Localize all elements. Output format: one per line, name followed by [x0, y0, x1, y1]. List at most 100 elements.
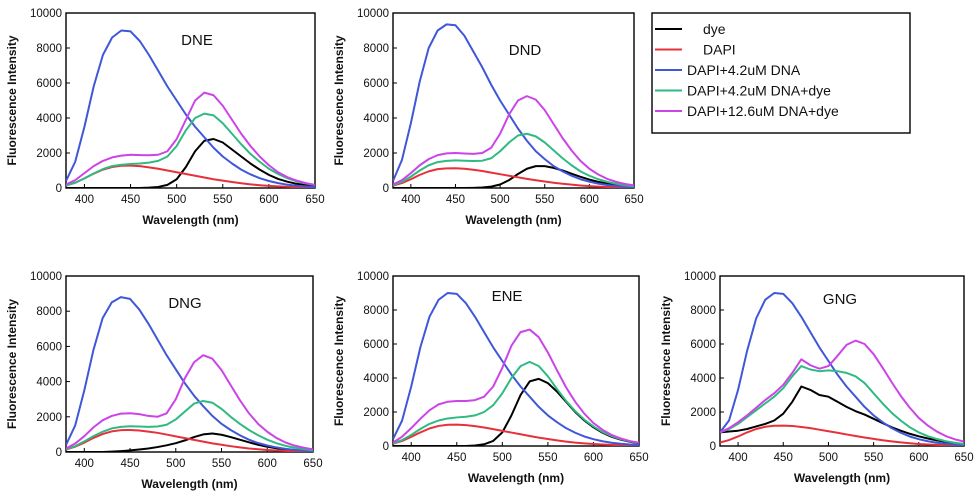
- series-line-dye-ene: [393, 377, 639, 446]
- y-tick-label: 6000: [690, 339, 716, 351]
- y-tick-label: 0: [710, 441, 716, 453]
- panel-title-dnd: DND: [509, 42, 542, 59]
- series-line-dapi-12-6um-dna-dye-ene: [393, 328, 639, 444]
- y-axis-label: Fluorescence Intensity: [5, 299, 19, 429]
- y-tick-label: 6000: [363, 78, 389, 90]
- x-tick-label: 600: [909, 452, 928, 464]
- series-line-dapi-ene: [393, 423, 639, 446]
- series-line-dapi-4-2um-dna-dye-dne: [66, 112, 315, 187]
- series-line-dapi-dnd: [393, 167, 634, 188]
- y-tick-label: 0: [383, 441, 389, 453]
- x-axis-label: Wavelength (nm): [465, 213, 561, 227]
- x-tick-label: 600: [258, 458, 277, 470]
- x-tick-label: 550: [864, 452, 883, 464]
- y-tick-label: 0: [56, 183, 62, 195]
- series-line-dapi-12-6um-dna-dye-dnd: [393, 95, 634, 187]
- y-tick-label: 6000: [363, 339, 389, 351]
- x-tick-label: 550: [212, 458, 231, 470]
- x-tick-label: 600: [584, 452, 603, 464]
- legend-label-dapi-4-2um-dna-dye: DAPI+4.2uM DNA+dye: [687, 83, 831, 99]
- y-axis-label: Fluorescence Intensity: [5, 35, 19, 165]
- y-tick-label: 4000: [363, 113, 389, 125]
- x-tick-label: 500: [167, 194, 186, 206]
- plot-frame-dne: [65, 12, 316, 189]
- series-line-dapi-4-2um-dna-dye-dnd: [393, 132, 634, 188]
- x-tick-label: 500: [166, 458, 185, 470]
- y-tick-label: 10000: [357, 271, 389, 283]
- x-tick-label: 650: [629, 452, 648, 464]
- series-line-dapi-12-6um-dna-dye-dne: [66, 91, 315, 186]
- y-tick-label: 8000: [36, 306, 62, 318]
- x-tick-label: 450: [120, 458, 139, 470]
- x-axis-label: Wavelength (nm): [468, 471, 564, 485]
- y-tick-label: 4000: [36, 113, 62, 125]
- series-line-dapi-4-2um-dna-dye-gng: [720, 365, 964, 445]
- plot-frame-dnd: [392, 12, 635, 189]
- panel-title-ene: ENE: [492, 288, 523, 305]
- y-tick-label: 10000: [30, 8, 62, 20]
- y-axis-label: Fluorescence Intensity: [332, 296, 346, 426]
- panel-dnd: 400 450 500 550 600 650 0 2000 4000 6000 8000 10000…: [332, 8, 644, 227]
- y-tick-label: 0: [383, 183, 389, 195]
- y-tick-label: 10000: [684, 271, 716, 283]
- x-axis-label: Wavelength (nm): [141, 477, 237, 491]
- y-tick-label: 2000: [363, 407, 389, 419]
- x-tick-label: 500: [493, 452, 512, 464]
- y-tick-label: 6000: [36, 341, 62, 353]
- series-line-dapi-4-2um-dna-dnd: [393, 23, 634, 188]
- y-tick-label: 6000: [36, 78, 62, 90]
- x-tick-label: 400: [728, 452, 747, 464]
- legend-label-dye: dye: [703, 21, 726, 37]
- legend-box: [651, 12, 911, 134]
- y-tick-label: 4000: [36, 377, 62, 389]
- legend: dye DAPI DAPI+4.2uM DNA DAPI+4.2uM DNA+dye D…: [651, 12, 911, 134]
- x-tick-label: 550: [213, 194, 232, 206]
- panel-title-dng: DNG: [168, 295, 201, 312]
- series-line-dapi-12-6um-dna-dye-gng: [720, 339, 964, 443]
- series-line-dapi-4-2um-dna-ene: [393, 292, 639, 446]
- x-tick-label: 450: [446, 194, 465, 206]
- x-axis-label: Wavelength (nm): [142, 213, 238, 227]
- panel-title-dne: DNE: [181, 32, 213, 49]
- legend-label-dapi: DAPI: [703, 42, 736, 58]
- series-line-dapi-4-2um-dna-dye-ene: [393, 360, 639, 445]
- panel-dne: 400 450 500 550 600 650 0 2000 4000 6000 8000 10000…: [5, 8, 325, 227]
- x-tick-label: 650: [305, 194, 324, 206]
- panel-dng: 400 450 500 550 600 650 0 2000 4000 6000 8000 10000…: [5, 271, 323, 491]
- x-tick-label: 500: [491, 194, 510, 206]
- x-tick-label: 650: [303, 458, 322, 470]
- series-line-dapi-dng: [66, 429, 313, 452]
- x-tick-label: 400: [75, 194, 94, 206]
- y-tick-label: 4000: [690, 373, 716, 385]
- x-tick-label: 650: [624, 194, 643, 206]
- x-tick-label: 600: [580, 194, 599, 206]
- series-line-dapi-4-2um-dna-dng: [66, 296, 313, 452]
- legend-label-dapi-4-2um-dna: DAPI+4.2uM DNA: [687, 62, 801, 78]
- x-tick-label: 600: [259, 194, 278, 206]
- x-tick-label: 400: [75, 458, 94, 470]
- series-line-dye-gng: [720, 385, 964, 446]
- x-tick-label: 450: [447, 452, 466, 464]
- y-tick-label: 8000: [36, 43, 62, 55]
- series-line-dapi-4-2um-dna-dne: [66, 29, 315, 188]
- x-tick-label: 550: [535, 194, 554, 206]
- y-tick-label: 2000: [363, 148, 389, 160]
- x-tick-label: 400: [401, 194, 420, 206]
- y-tick-label: 2000: [690, 407, 716, 419]
- plot-frame-ene: [392, 275, 640, 447]
- series-line-dapi-12-6um-dna-dye-dng: [66, 354, 313, 451]
- plot-frame-dng: [65, 275, 314, 453]
- panel-gng: 400 450 500 550 600 650 0 2000 4000 6000 8000 10000…: [659, 271, 974, 485]
- series-line-dapi-4-2um-dna-dye-dng: [66, 399, 313, 452]
- y-tick-label: 10000: [30, 271, 62, 283]
- y-tick-label: 8000: [363, 43, 389, 55]
- panel-title-gng: GNG: [823, 291, 857, 308]
- x-tick-label: 400: [402, 452, 421, 464]
- x-tick-label: 550: [538, 452, 557, 464]
- series-line-dapi-4-2um-dna-gng: [720, 292, 964, 446]
- series-line-dye-dne: [66, 138, 315, 188]
- legend-label-dapi-12-6um-dna-dye: DAPI+12.6uM DNA+dye: [687, 103, 839, 119]
- y-tick-label: 2000: [36, 412, 62, 424]
- y-tick-label: 4000: [363, 373, 389, 385]
